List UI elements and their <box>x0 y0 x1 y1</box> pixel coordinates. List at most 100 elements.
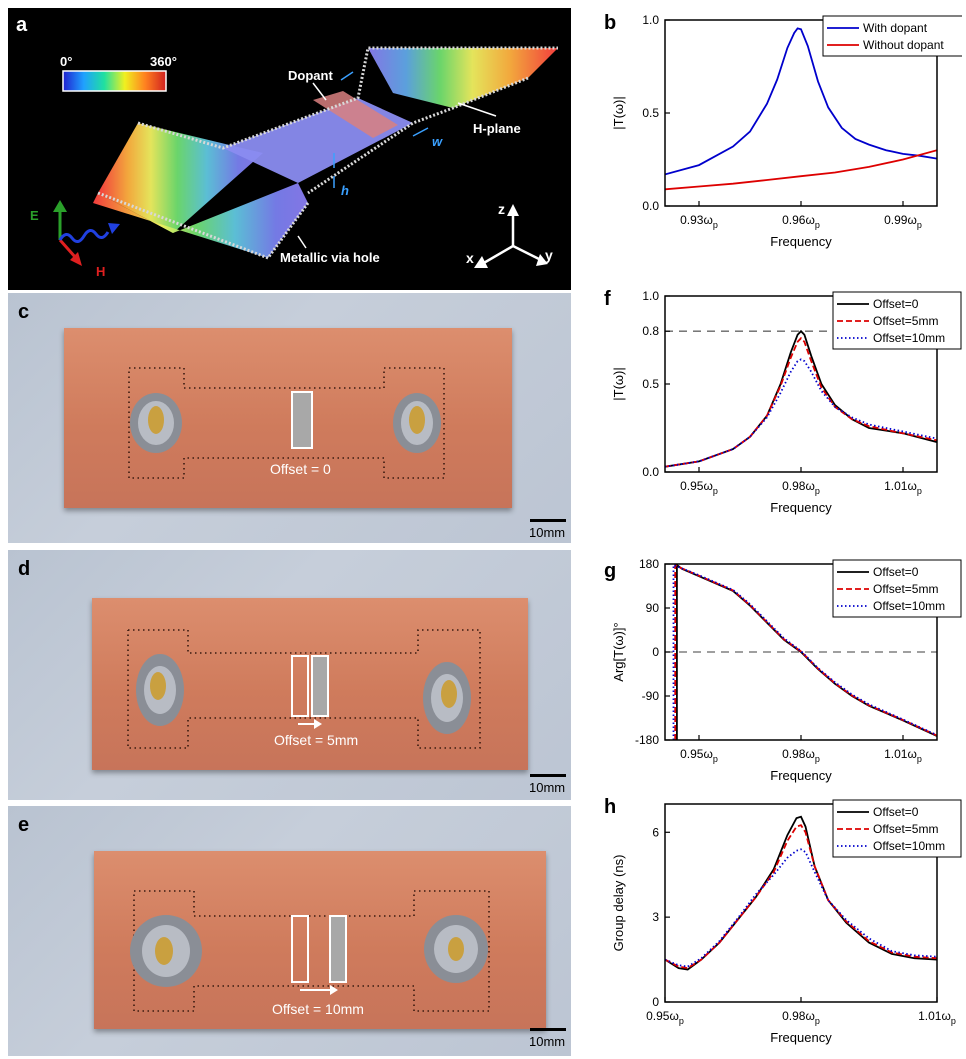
panel-label-e: e <box>18 814 30 836</box>
chart-g: -180 -90 0 90 180 0.95ωp 0.98ωp 1.01ωp Frequency… <box>611 557 962 783</box>
y-tick-label: 180 <box>639 557 659 571</box>
y-tick-label: -180 <box>635 733 659 747</box>
y-axis-label: |T(ω)| <box>611 367 626 401</box>
x-tick-label: 0.96ωp <box>782 213 820 230</box>
scale-bar-label: 10mm <box>529 525 566 540</box>
series-line-1 <box>665 336 937 468</box>
legend-label: Offset=0 <box>873 565 919 579</box>
chart-f: 0.0 0.5 0.8 1.0 0.95ωp 0.98ωp 1.01ωp Frequency |… <box>611 289 962 515</box>
legend-label: Offset=5mm <box>873 822 938 836</box>
scale-bar-label: 10mm <box>529 1034 566 1049</box>
x-tick-label: 1.01ωp <box>884 747 922 764</box>
x-tick-label: 0.93ωp <box>680 213 718 230</box>
series-line-0 <box>665 329 937 468</box>
right-section <box>368 48 558 108</box>
y-tick-label: 0.8 <box>642 324 659 338</box>
legend-label: Offset=0 <box>873 297 919 311</box>
colorbar <box>62 70 167 92</box>
panel-label-a: a <box>16 14 28 36</box>
y-axis-label: Group delay (ns) <box>611 855 626 952</box>
y-axis-label: Arg[T(ω)]° <box>611 622 626 681</box>
x-axis-label: Frequency <box>770 768 832 783</box>
y-tick-label: 0 <box>652 645 659 659</box>
h-field-label: H <box>96 264 105 279</box>
y-tick-label: 0.0 <box>642 465 659 479</box>
series-line-0 <box>665 27 937 176</box>
panel-label-d: d <box>18 558 31 580</box>
legend-label: Offset=10mm <box>873 331 945 345</box>
series-line-2 <box>665 848 937 968</box>
e-field-label: E <box>30 208 39 223</box>
series-line-2 <box>665 358 937 468</box>
xyz-axes <box>474 204 548 268</box>
pcb-board: Offset = 0 <box>64 328 512 508</box>
x-tick-label: 0.95ωp <box>646 1009 684 1026</box>
dopant-label: Dopant <box>288 68 333 83</box>
photo-d: d Offset = 5mm 10mm <box>8 550 571 800</box>
left-section <box>98 123 263 233</box>
h-plane-label: H-plane <box>473 121 521 136</box>
y-tick-label: 1.0 <box>642 289 659 303</box>
legend-label: Offset=10mm <box>873 599 945 613</box>
scale-bar <box>530 774 566 777</box>
axis-z-label: z <box>498 201 505 217</box>
legend-label: Offset=0 <box>873 805 919 819</box>
series-line-1 <box>665 149 937 191</box>
schematic-panel: 0° 360° Dopant H-plane w h Metallic via … <box>8 8 571 290</box>
colorbar-min-label: 0° <box>60 54 72 69</box>
chart-b: 0.0 0.5 1.0 0.93ωp 0.96ωp 0.99ωp Frequency |T(ω… <box>611 13 962 249</box>
x-tick-label: 1.01ωp <box>918 1009 956 1026</box>
pcb-board: Offset = 5mm <box>92 598 528 770</box>
x-tick-label: 0.98ωp <box>782 747 820 764</box>
series-line-2 <box>672 564 937 740</box>
dopant-region <box>313 91 398 138</box>
y-tick-label: -90 <box>642 689 660 703</box>
photo-c: c Offset = 0 10mm <box>8 293 571 543</box>
y-tick-label: 0 <box>652 995 659 1009</box>
axis-x-label: x <box>466 250 474 266</box>
panel-label-h: h <box>604 796 617 818</box>
chart-h: 0 3 6 0.95ωp 0.98ωp 1.01ωp Frequency Group dela… <box>611 799 962 1045</box>
legend-label: Without dopant <box>863 38 944 52</box>
legend <box>832 799 962 858</box>
offset-label: Offset = 0 <box>270 461 331 477</box>
photo-e: e Offset = 10mm 10mm <box>8 806 571 1056</box>
x-tick-label: 0.95ωp <box>680 479 718 496</box>
x-axis-label: Frequency <box>770 1030 832 1045</box>
y-tick-label: 0.5 <box>642 106 659 120</box>
colorbar-max-label: 360° <box>150 54 177 69</box>
offset-label: Offset = 10mm <box>272 1001 364 1017</box>
panel-label-g: g <box>604 560 617 582</box>
y-tick-label: 0.0 <box>642 199 659 213</box>
x-axis-label: Frequency <box>770 234 832 249</box>
x-tick-label: 0.99ωp <box>884 213 922 230</box>
scale-bar <box>530 1028 566 1031</box>
waveguide-schematic: 0° 360° Dopant H-plane w h Metallic via … <box>30 46 558 279</box>
legend-label: Offset=5mm <box>873 314 938 328</box>
panel-label-c: c <box>18 301 30 323</box>
pcb-board: Offset = 10mm <box>94 851 546 1029</box>
axis-y-label: y <box>545 247 553 263</box>
offset-label: Offset = 5mm <box>274 732 359 748</box>
panel-label-b: b <box>604 12 617 34</box>
legend-label: Offset=10mm <box>873 839 945 853</box>
dopant-sample <box>311 655 329 717</box>
y-tick-label: 90 <box>646 601 660 615</box>
x-tick-label: 0.98ωp <box>782 479 820 496</box>
legend-label: With dopant <box>863 21 928 35</box>
y-tick-label: 3 <box>652 910 659 924</box>
x-tick-label: 0.95ωp <box>680 747 718 764</box>
series-line-1 <box>665 824 937 970</box>
scale-bar-label: 10mm <box>529 780 566 795</box>
legend <box>832 291 962 350</box>
w-label: w <box>432 134 443 149</box>
dopant-sample <box>329 915 347 983</box>
y-tick-label: 6 <box>652 825 659 839</box>
y-tick-label: 1.0 <box>642 13 659 27</box>
legend-label: Offset=5mm <box>873 582 938 596</box>
dopant-sample <box>291 391 313 449</box>
h-label: h <box>341 183 349 198</box>
x-axis-label: Frequency <box>770 500 832 515</box>
x-tick-label: 1.01ωp <box>884 479 922 496</box>
y-axis-label: |T(ω)| <box>611 96 626 130</box>
